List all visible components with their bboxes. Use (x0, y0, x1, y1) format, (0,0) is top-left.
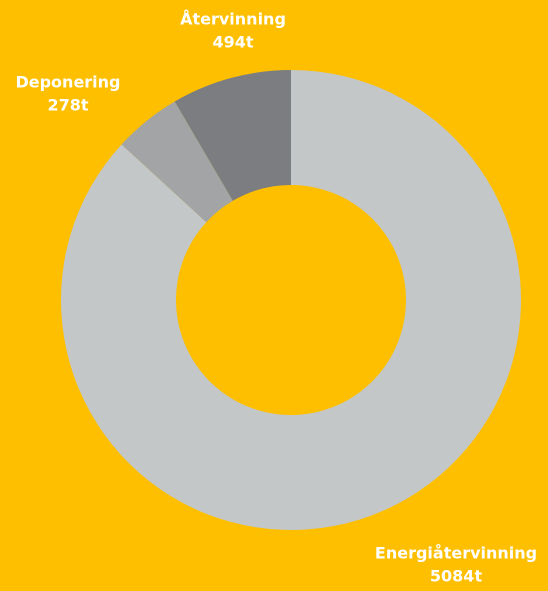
value-label: 494t (212, 33, 253, 52)
donut-segment (174, 70, 291, 201)
value-label: 5084t (430, 567, 483, 586)
donut-segment (60, 70, 521, 530)
value-label: 278t (47, 96, 88, 115)
segment-label: Energiåtervinning (375, 544, 537, 563)
donut-segment (121, 101, 233, 223)
segment-label: Återvinning (180, 10, 286, 29)
segment-label: Deponering (15, 73, 120, 92)
